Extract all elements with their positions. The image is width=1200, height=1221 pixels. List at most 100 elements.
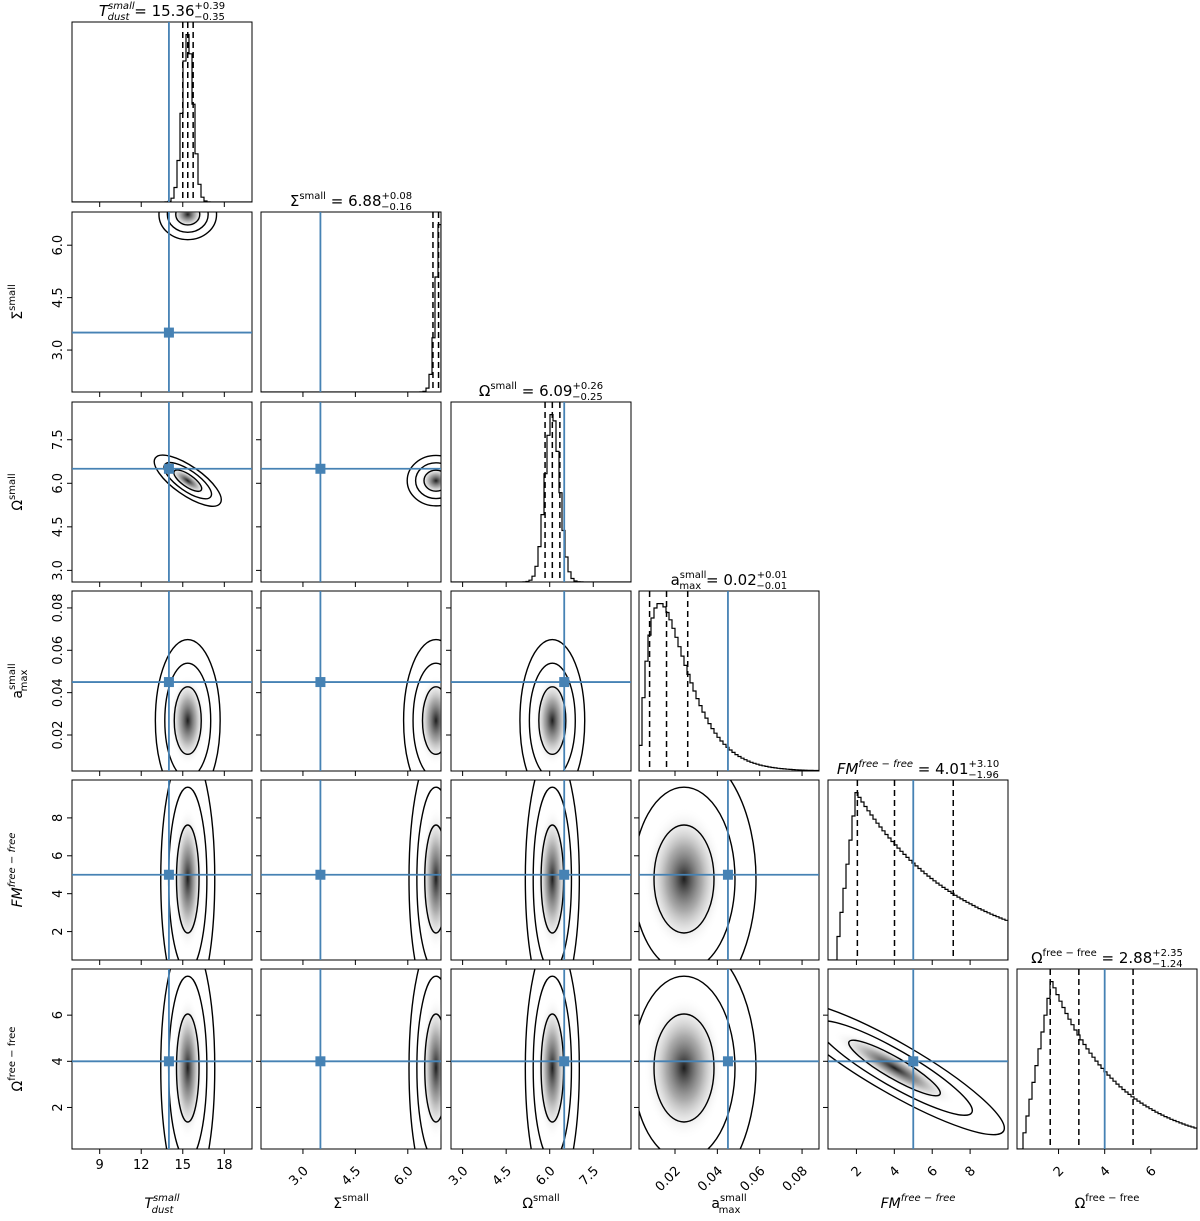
density bbox=[537, 996, 568, 1140]
panel-frame bbox=[260, 401, 442, 583]
x-tick-label: 3.0 bbox=[287, 1164, 312, 1189]
y-tick-label: 8 bbox=[51, 814, 66, 822]
x-tick-label: 2 bbox=[849, 1164, 865, 1180]
y-tick-label: 0.08 bbox=[51, 593, 66, 622]
contour-line bbox=[528, 662, 576, 771]
density bbox=[420, 466, 441, 495]
panel-frame bbox=[71, 401, 253, 583]
x-tick-label: 4 bbox=[1097, 1164, 1113, 1180]
panel-Omegaff-vs-amax: 0.02 0.04 0.06 0.08 bbox=[634, 968, 820, 1195]
y-tick-label: 6.0 bbox=[51, 235, 66, 256]
y-tick-label: 0.04 bbox=[51, 678, 66, 707]
density bbox=[172, 996, 203, 1140]
contour-line bbox=[416, 786, 441, 960]
panel-FM-vs-T: 2 4 6 8 bbox=[51, 779, 253, 965]
density bbox=[169, 675, 206, 766]
contour-line bbox=[160, 969, 216, 1149]
x-tick-label: 6.0 bbox=[391, 1164, 416, 1189]
contour-line bbox=[402, 638, 441, 771]
y-tick-label: 0.02 bbox=[51, 721, 66, 750]
panel-amax-vs-Omega bbox=[446, 590, 632, 776]
contour-line bbox=[154, 638, 221, 771]
panel-title: asmall max = 0.02+0.01 −0.01 bbox=[671, 570, 788, 592]
panel-Sigma-vs-Sigma: Σsmall = 6.88+0.08 −0.16 bbox=[260, 191, 442, 397]
contour-line bbox=[729, 969, 757, 1149]
histogram bbox=[451, 414, 631, 582]
panel-Omega-vs-Sigma bbox=[256, 401, 442, 587]
panel-amax-vs-T: 0.02 0.04 0.06 0.08 bbox=[51, 590, 253, 776]
contour-line bbox=[166, 212, 209, 233]
contour-line bbox=[524, 969, 581, 1149]
contour-line bbox=[848, 1039, 941, 1097]
x-tick-label: 18 bbox=[216, 1158, 233, 1173]
contour-line bbox=[421, 686, 441, 756]
panel-T-vs-T: Tsmall dust = 15.36+0.39 −0.35 bbox=[71, 1, 253, 207]
truth-marker bbox=[559, 677, 570, 688]
panel-frame bbox=[71, 968, 253, 1150]
density bbox=[421, 807, 441, 951]
x-tick-label: 9 bbox=[96, 1158, 104, 1173]
contour-line bbox=[158, 212, 218, 241]
density bbox=[169, 466, 207, 495]
panel-Sigma-vs-T: 3.0 4.5 6.0 bbox=[51, 211, 253, 397]
y-tick-label: 4 bbox=[51, 890, 66, 898]
contour-line bbox=[653, 1013, 715, 1123]
panel-FM-vs-Omega bbox=[446, 779, 632, 965]
panel-frame bbox=[1016, 968, 1198, 1150]
truth-marker bbox=[722, 869, 733, 880]
panel-Omegaff-vs-T: 9 12 15 18 2 4 6 bbox=[51, 968, 253, 1173]
contour-line bbox=[532, 786, 573, 960]
panel-Omegaff-vs-Omegaff: Ωfree − free = 2.88+2.35 −1.24 2 4 6 bbox=[1016, 948, 1198, 1180]
panel-amax-vs-amax: asmall max = 0.02+0.01 −0.01 bbox=[638, 570, 820, 776]
contour-line bbox=[175, 824, 200, 934]
y-tick-label: 0.06 bbox=[51, 636, 66, 665]
panel-Omegaff-vs-Omega: 3.0 4.5 6.0 7.5 bbox=[446, 968, 632, 1189]
panel-frame bbox=[71, 779, 253, 961]
truth-marker bbox=[315, 1056, 326, 1067]
panel-Omega-vs-T: 3.0 4.5 6.0 7.5 bbox=[51, 401, 253, 587]
contour-line bbox=[406, 454, 441, 507]
truth-marker bbox=[315, 463, 326, 474]
panel-title: Σsmall = 6.88+0.08 −0.16 bbox=[290, 191, 412, 213]
y-tick-label: 7.5 bbox=[51, 429, 66, 450]
x-tick-label: 3.0 bbox=[446, 1164, 471, 1189]
contour-line bbox=[519, 638, 586, 771]
contour-line bbox=[653, 824, 715, 934]
x-tick-label: 0.04 bbox=[695, 1164, 726, 1195]
contour-line bbox=[414, 462, 441, 500]
contour-line bbox=[173, 686, 202, 756]
panel-FM-vs-amax bbox=[634, 779, 820, 965]
density bbox=[172, 807, 203, 951]
x-tick-label: 15 bbox=[174, 1158, 191, 1173]
x-tick-label: 6.0 bbox=[533, 1164, 558, 1189]
x-tick-label: 0.02 bbox=[653, 1164, 684, 1195]
x-axis-label-Omegaff: Ωfree − free bbox=[1075, 1193, 1140, 1212]
contour-line bbox=[424, 1013, 441, 1123]
contour-line bbox=[175, 212, 201, 226]
x-axis-label-T: Tsmall dust bbox=[144, 1193, 179, 1216]
y-tick-label: 6 bbox=[51, 1011, 66, 1019]
x-tick-label: 6 bbox=[1143, 1164, 1159, 1180]
panel-Omegaff-vs-FM: 2 4 6 8 bbox=[823, 968, 1009, 1180]
x-tick-label: 8 bbox=[962, 1164, 978, 1180]
panel-title: FMfree − free = 4.01+3.10 −1.96 bbox=[837, 759, 999, 781]
density bbox=[534, 675, 571, 766]
panel-FM-vs-FM: FMfree − free = 4.01+3.10 −1.96 bbox=[827, 759, 1009, 965]
panel-amax-vs-Sigma bbox=[256, 590, 442, 776]
truth-marker bbox=[163, 869, 174, 880]
y-tick-label: 4.5 bbox=[51, 516, 66, 537]
density bbox=[833, 1030, 956, 1106]
y-axis-label-amax: asmallmax bbox=[7, 663, 30, 698]
x-tick-label: 7.5 bbox=[577, 1164, 602, 1189]
density bbox=[644, 807, 724, 951]
density bbox=[418, 675, 441, 766]
contour-line bbox=[416, 975, 441, 1149]
histogram bbox=[261, 224, 441, 392]
truth-marker bbox=[722, 1056, 733, 1067]
panel-frame bbox=[260, 590, 442, 772]
panel-frame bbox=[450, 401, 632, 583]
contour-line bbox=[639, 786, 736, 960]
contour-line bbox=[424, 824, 441, 934]
x-tick-label: 0.06 bbox=[737, 1164, 768, 1195]
